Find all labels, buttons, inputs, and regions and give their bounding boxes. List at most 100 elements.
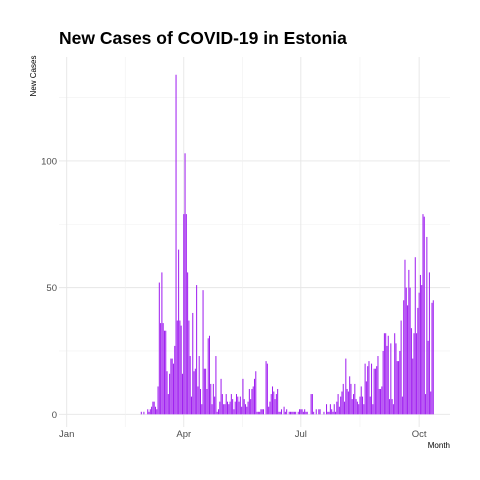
- bar: [230, 394, 232, 415]
- bar: [311, 394, 313, 415]
- bar: [336, 401, 338, 415]
- bar: [293, 411, 295, 415]
- bar: [212, 383, 214, 415]
- bar: [202, 290, 204, 415]
- bar: [284, 411, 286, 415]
- bar: [335, 411, 337, 415]
- bar: [239, 396, 241, 415]
- bar: [389, 399, 391, 415]
- bar: [347, 391, 349, 415]
- bar: [328, 411, 330, 415]
- bar: [201, 404, 203, 415]
- bar: [353, 394, 355, 415]
- bar: [232, 399, 234, 415]
- bar: [163, 330, 165, 415]
- bar: [161, 272, 163, 415]
- bar: [147, 409, 149, 415]
- bar: [248, 388, 250, 415]
- bar: [337, 394, 339, 415]
- bar: [407, 305, 409, 415]
- bar: [331, 409, 333, 415]
- bar: [199, 388, 201, 415]
- bar: [297, 411, 299, 415]
- bar: [405, 287, 407, 415]
- bar: [270, 394, 272, 415]
- bar: [349, 376, 351, 415]
- bar: [356, 401, 358, 415]
- bar: [223, 404, 225, 415]
- bar: [278, 411, 280, 415]
- bar: [226, 401, 229, 415]
- bar: [207, 338, 209, 415]
- bar: [288, 411, 290, 415]
- bar: [426, 236, 428, 415]
- bar: [172, 363, 174, 415]
- y-axis-title: New Cases: [29, 56, 38, 97]
- bar: [310, 394, 312, 415]
- bar: [274, 399, 276, 415]
- bar: [398, 361, 400, 415]
- bar: [382, 350, 384, 415]
- bar: [251, 388, 253, 415]
- bar: [385, 333, 387, 415]
- bar: [409, 287, 411, 415]
- bar: [327, 411, 329, 415]
- bar: [351, 399, 353, 415]
- bar: [160, 323, 162, 415]
- bar: [221, 394, 223, 415]
- bar: [260, 409, 262, 415]
- bar: [374, 368, 376, 415]
- bar: [350, 383, 352, 415]
- bar: [362, 396, 364, 415]
- bar: [210, 383, 212, 415]
- y-tick-label: 0: [52, 410, 57, 421]
- bar: [216, 411, 218, 415]
- bar: [211, 404, 213, 415]
- bar: [319, 409, 321, 415]
- bar: [342, 383, 344, 415]
- bar: [292, 411, 294, 415]
- bar: [215, 356, 217, 415]
- bar: [332, 411, 334, 415]
- bar: [174, 345, 176, 415]
- bar: [196, 285, 198, 415]
- bar: [140, 411, 142, 415]
- bar: [418, 292, 420, 415]
- bar: [158, 282, 160, 415]
- bar: [427, 340, 429, 415]
- bar: [257, 411, 259, 415]
- bar: [206, 388, 208, 415]
- x-tick-label: Jan: [59, 429, 74, 440]
- bar: [378, 388, 380, 415]
- bar: [421, 285, 423, 415]
- bar: [246, 406, 248, 415]
- bar: [432, 300, 434, 415]
- bar: [194, 368, 196, 415]
- bar: [242, 378, 244, 415]
- bar: [256, 411, 258, 415]
- bar: [188, 320, 190, 415]
- bar: [299, 409, 301, 415]
- bar: [176, 320, 178, 415]
- bar: [259, 411, 261, 415]
- bar: [341, 391, 343, 415]
- bar: [414, 257, 416, 415]
- bar: [220, 378, 222, 415]
- bar: [178, 249, 180, 415]
- bar: [363, 404, 365, 415]
- bar: [154, 406, 156, 415]
- bar: [203, 368, 205, 415]
- bar: [243, 399, 245, 415]
- bar: [391, 399, 393, 415]
- bar: [369, 396, 371, 415]
- bar: [329, 404, 331, 415]
- bar: [333, 404, 335, 415]
- bar: [338, 406, 340, 415]
- bar: [305, 411, 307, 415]
- bar: [268, 406, 270, 415]
- bar: [318, 409, 320, 415]
- bar: [279, 411, 281, 415]
- bar: [183, 214, 185, 415]
- bar: [184, 153, 186, 415]
